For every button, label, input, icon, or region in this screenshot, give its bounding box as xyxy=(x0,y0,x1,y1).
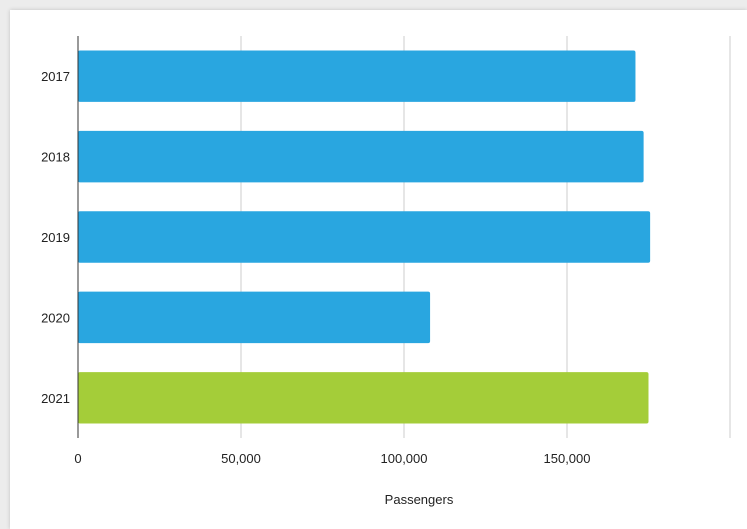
chart-card: 2017 2018 2019 2020 2021 0 50,000 100,000 150,0… xyxy=(10,10,747,529)
x-axis-tick-labels: 0 50,000 100,000 150,000 xyxy=(74,451,590,466)
y-tick-label-2017: 2017 xyxy=(41,69,70,84)
y-tick-label-2020: 2020 xyxy=(41,310,70,325)
y-axis-tick-labels: 2017 2018 2019 2020 2021 xyxy=(41,69,70,406)
bar-2017 xyxy=(78,50,636,102)
x-tick-label: 100,000 xyxy=(381,451,428,466)
x-tick-label: 150,000 xyxy=(544,451,591,466)
bar-2019 xyxy=(78,211,651,263)
bars xyxy=(78,50,651,424)
y-tick-label-2019: 2019 xyxy=(41,230,70,245)
bar-2021 xyxy=(78,372,649,424)
y-tick-label-2021: 2021 xyxy=(41,391,70,406)
y-tick-label-2018: 2018 xyxy=(41,150,70,165)
x-tick-label: 50,000 xyxy=(221,451,261,466)
x-axis-title: Passengers xyxy=(385,492,454,507)
bar-2018 xyxy=(78,130,644,183)
x-tick-label: 0 xyxy=(74,451,81,466)
bar-chart: 2017 2018 2019 2020 2021 0 50,000 100,000 150,0… xyxy=(41,36,731,507)
bar-2020 xyxy=(78,291,431,344)
